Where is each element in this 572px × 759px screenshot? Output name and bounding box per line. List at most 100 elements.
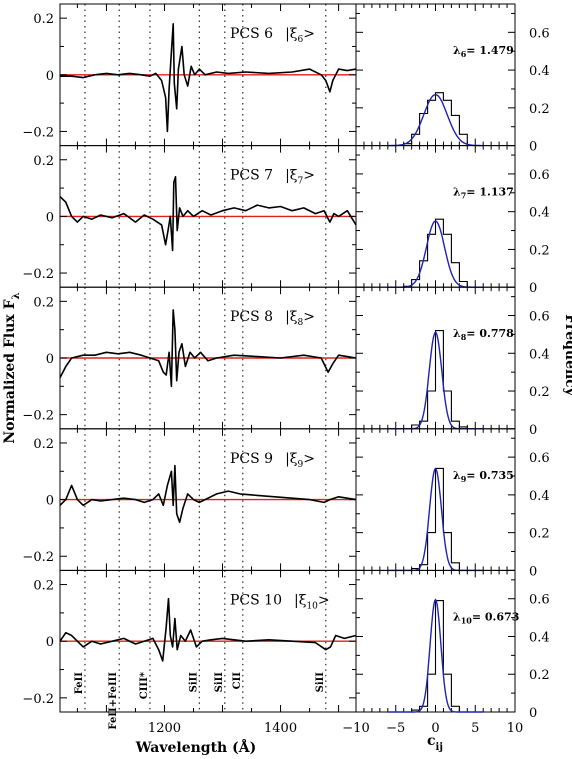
x-axis-label-cij-sub: ij — [436, 742, 443, 753]
lambda-symbol: λ — [453, 327, 461, 340]
lambda-sub: 7 — [461, 191, 467, 201]
panel-label-name: PCS 8 — [230, 309, 273, 325]
freq-tick-label: 0.2 — [529, 527, 550, 542]
marker-label: CII — [232, 672, 243, 690]
panel-label-ket-close: > — [303, 451, 315, 467]
x-axis-label-cij-main: c — [427, 733, 436, 749]
panel-label-ket-sub: 10 — [306, 601, 318, 611]
panel-label-ket-close: > — [303, 168, 315, 184]
panel-label-ket-sub: 6 — [298, 35, 304, 45]
panel-label: PCS 7 |ξ7> — [230, 168, 315, 187]
lambda-value: = 0.778 — [466, 327, 514, 340]
histogram-frame — [355, 3, 516, 147]
lambda-label: λ6= 1.479 — [453, 44, 514, 59]
panel-label: PCS 10 |ξ10> — [230, 592, 330, 611]
cij-tick-label: −10 — [342, 721, 369, 736]
y-axis-label-frequency: Frequency — [562, 314, 572, 397]
freq-tick-label: 0 — [529, 423, 537, 438]
x-tick-label: 1400 — [264, 721, 297, 736]
lambda-label: λ9= 0.735 — [453, 469, 514, 484]
spectrum-line — [59, 309, 357, 388]
lambda-sub: 10 — [461, 615, 473, 625]
freq-tick-label: 0.2 — [529, 668, 550, 683]
freq-tick-label: 0.6 — [529, 593, 550, 608]
gaussian-fit — [387, 93, 484, 147]
lambda-symbol: λ — [453, 610, 461, 623]
y-tick-label: 0.2 — [33, 437, 54, 452]
histogram-bars — [403, 600, 468, 713]
y-tick-label: 0.2 — [33, 12, 54, 27]
freq-tick-label: 0.4 — [529, 630, 550, 645]
y-tick-label: 0.2 — [33, 579, 54, 594]
lambda-symbol: λ — [453, 186, 461, 199]
panel-label-ket-close: > — [318, 592, 330, 608]
panel-label-name: PCS 10 — [230, 592, 282, 608]
freq-tick-label: 0.4 — [529, 64, 550, 79]
y-axis-label-flux: Normalized Flux Fλ — [2, 292, 22, 443]
panel-label: PCS 8 |ξ8> — [230, 309, 315, 328]
y-axis-label-flux-sub: λ — [11, 292, 22, 299]
freq-tick-label: 0.6 — [529, 451, 550, 466]
marker-label: FeII — [74, 672, 85, 695]
freq-tick-label: 0.4 — [529, 206, 550, 221]
y-tick-label: 0 — [46, 635, 54, 650]
lambda-label: λ10= 0.673 — [453, 610, 519, 625]
panel-label-ket-sub: 7 — [298, 177, 304, 187]
histogram-bars — [403, 467, 468, 571]
lambda-value: = 0.735 — [466, 469, 514, 482]
cij-tick-label: −5 — [386, 721, 405, 736]
cij-tick-label: 10 — [507, 721, 524, 736]
spectrum-line — [59, 597, 357, 662]
lambda-value: = 1.137 — [466, 186, 514, 199]
histogram-bars — [403, 92, 468, 146]
histogram-bars — [403, 330, 468, 430]
panel-label-ket-close: > — [303, 309, 315, 325]
lambda-sub: 9 — [461, 474, 467, 484]
y-tick-label: 0.2 — [33, 295, 54, 310]
panel-label-ket-sub: 8 — [298, 318, 304, 328]
lambda-sub: 6 — [461, 49, 467, 59]
x-axis-label-cij: cij — [427, 733, 443, 753]
lambda-value: = 0.673 — [472, 610, 520, 623]
y-tick-label: 0 — [46, 210, 54, 225]
marker-label: SiII — [214, 672, 225, 693]
freq-tick-label: 0.2 — [529, 385, 550, 400]
freq-tick-label: 0.2 — [529, 102, 550, 117]
panel-label-name: PCS 6 — [230, 26, 273, 42]
x-tick-label: 1200 — [148, 721, 181, 736]
y-tick-label: 0 — [46, 69, 54, 84]
panel-label-ket: |ξ — [285, 309, 298, 325]
freq-tick-label: 0 — [529, 706, 537, 721]
y-tick-label: 0 — [46, 494, 54, 509]
marker-label: CIII* — [139, 671, 150, 699]
panel-label-ket: |ξ — [285, 26, 298, 42]
marker-label: FeII+FeIII — [108, 672, 119, 730]
x-axis-label-wavelength: Wavelength (Å) — [135, 738, 256, 756]
freq-tick-label: 0.6 — [529, 168, 550, 183]
freq-tick-label: 0 — [529, 281, 537, 296]
panel-label: PCS 6 |ξ6> — [230, 26, 315, 45]
freq-tick-label: 0.6 — [529, 310, 550, 325]
panel-label-ket: |ξ — [285, 168, 298, 184]
y-tick-label: 0.2 — [33, 154, 54, 169]
spectrum-line — [60, 23, 357, 133]
panel-label-ket-close: > — [303, 26, 315, 42]
y-axis-label-flux-main: Normalized Flux F — [2, 299, 18, 443]
cij-tick-label: 0 — [431, 721, 439, 736]
freq-tick-label: 0.6 — [529, 26, 550, 41]
lambda-sub: 8 — [461, 332, 467, 342]
y-tick-label: −0.2 — [22, 267, 54, 282]
freq-tick-label: 0.4 — [529, 347, 550, 362]
lambda-label: λ8= 0.778 — [453, 327, 514, 342]
panel-label-ket-sub: 9 — [298, 460, 304, 470]
gaussian-fit — [387, 598, 484, 713]
freq-tick-label: 0.4 — [529, 489, 550, 504]
freq-tick-label: 0.2 — [529, 243, 550, 258]
